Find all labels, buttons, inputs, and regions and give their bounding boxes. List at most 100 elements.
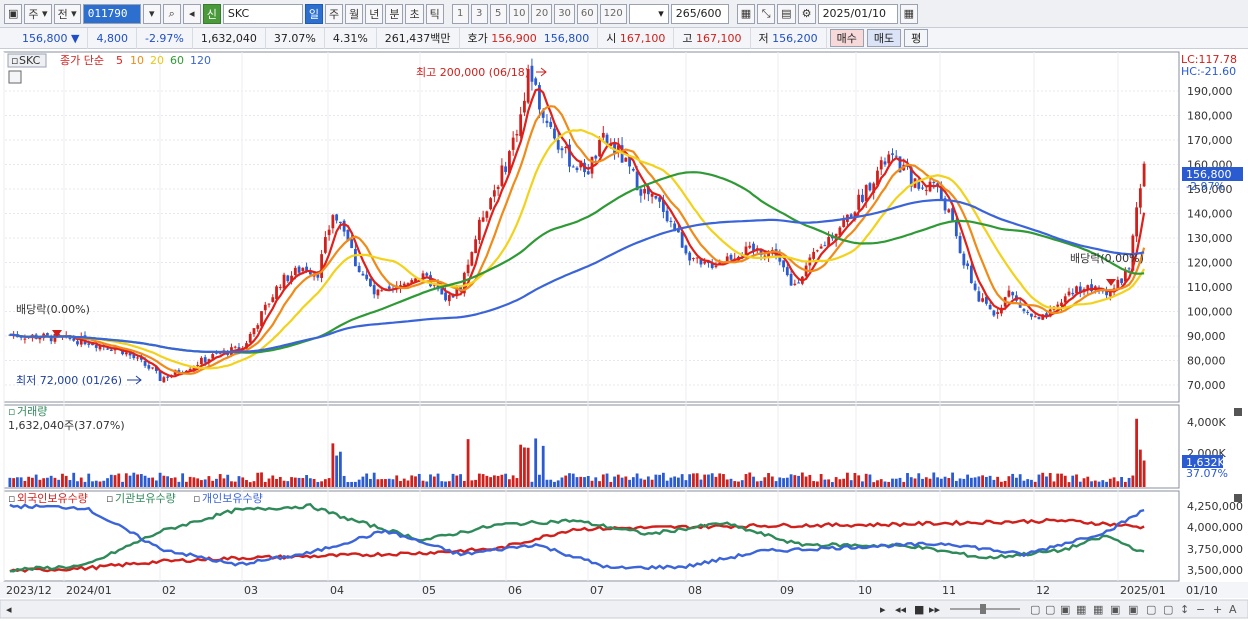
x-axis-label: 05 bbox=[422, 584, 436, 597]
stock-code-input[interactable]: 011790 bbox=[82, 3, 141, 24]
calculator-icon[interactable] bbox=[8, 70, 22, 84]
count-input[interactable]: 265/600 bbox=[670, 3, 729, 24]
volume-bar bbox=[879, 479, 883, 487]
stock-name-field[interactable]: SKC bbox=[222, 3, 303, 24]
volume-bar bbox=[740, 480, 744, 487]
price-y-axis: 190,000180,000170,000160,000150,000140,0… bbox=[1187, 85, 1233, 392]
layout-icon-8[interactable]: ▢ bbox=[1146, 603, 1156, 616]
font-icon[interactable]: A bbox=[1229, 603, 1237, 616]
tab-month[interactable]: 월 bbox=[345, 3, 364, 24]
candle-body bbox=[282, 274, 286, 289]
volume-bar bbox=[365, 473, 369, 487]
candle-body bbox=[492, 190, 496, 197]
window-menu-icon[interactable]: ▣ bbox=[4, 3, 23, 24]
scroll-right-icon[interactable]: ▸ bbox=[880, 603, 886, 616]
volume-bar bbox=[913, 478, 917, 487]
candle-body bbox=[579, 160, 583, 168]
layout-icon-1[interactable]: ▢ bbox=[1030, 603, 1040, 616]
forward-icon[interactable]: ▸▸ bbox=[929, 603, 941, 616]
candle-body bbox=[710, 263, 714, 268]
zoom-in-icon[interactable]: + bbox=[1213, 603, 1222, 616]
volume-bar bbox=[98, 481, 102, 487]
new-badge[interactable]: 신 bbox=[202, 3, 221, 24]
volume-bar bbox=[669, 477, 673, 487]
quote-ask: 호가 156,900 156,800 bbox=[460, 27, 599, 49]
volume-bar bbox=[260, 472, 263, 487]
tab-minute[interactable]: 분 bbox=[385, 3, 404, 24]
volume-bar bbox=[173, 477, 177, 487]
tab-second[interactable]: 초 bbox=[405, 3, 424, 24]
dividend-note-1: 배당락(0.00%) bbox=[16, 303, 90, 316]
tab-day[interactable]: 일 bbox=[304, 3, 323, 24]
chart-type-icon[interactable]: ▦ bbox=[736, 3, 756, 24]
code-dropdown-icon[interactable]: ▾ bbox=[142, 3, 161, 24]
date-input[interactable]: 2025/01/10 bbox=[817, 3, 898, 24]
search-icon[interactable]: ⌕ bbox=[162, 3, 181, 24]
candle-body bbox=[823, 245, 827, 247]
candle-body bbox=[511, 137, 515, 150]
volume-bar bbox=[586, 475, 590, 487]
volume-bar bbox=[834, 477, 838, 487]
layout-icon-9[interactable]: ▢ bbox=[1163, 603, 1173, 616]
volume-bar bbox=[124, 473, 128, 487]
prev-dropdown[interactable]: 전 ▾ bbox=[53, 3, 81, 24]
volume-bar bbox=[271, 475, 275, 487]
layout-icon-5[interactable]: ▦ bbox=[1093, 603, 1103, 616]
sell-button[interactable]: 매도 bbox=[866, 29, 902, 47]
candle-body bbox=[203, 357, 207, 363]
candle-body bbox=[635, 171, 639, 191]
rewind-icon[interactable]: ◂◂ bbox=[895, 603, 907, 616]
symbol-tag[interactable] bbox=[7, 53, 47, 68]
interval-1[interactable]: 1 bbox=[451, 3, 469, 24]
chart-area[interactable]: 190,000180,000170,000160,000150,000140,0… bbox=[0, 49, 1248, 621]
layout-icon-4[interactable]: ▦ bbox=[1076, 603, 1086, 616]
buy-button[interactable]: 매수 bbox=[829, 29, 864, 47]
stop-icon[interactable]: ■ bbox=[914, 603, 924, 616]
interval-30[interactable]: 30 bbox=[554, 3, 575, 24]
interval-3[interactable]: 3 bbox=[470, 3, 488, 24]
eval-button[interactable]: 평 bbox=[904, 29, 929, 47]
interval-120[interactable]: 120 bbox=[599, 3, 627, 24]
tab-week[interactable]: 주 bbox=[324, 3, 344, 24]
interval-60[interactable]: 60 bbox=[576, 3, 598, 24]
high-arrow-icon bbox=[536, 67, 547, 77]
gear-icon[interactable]: ⚙ bbox=[797, 3, 816, 24]
holdings-panel-close-icon[interactable] bbox=[1234, 494, 1242, 502]
custom-interval-select[interactable]: ▾ bbox=[628, 3, 669, 24]
layout-icon-3[interactable]: ▣ bbox=[1060, 603, 1070, 616]
scroll-left-icon[interactable]: ◂ bbox=[6, 603, 12, 616]
interval-20[interactable]: 20 bbox=[531, 3, 553, 24]
candle-body bbox=[286, 275, 290, 282]
crosshair-icon[interactable]: ↕ bbox=[1180, 603, 1189, 616]
x-axis-label: 03 bbox=[244, 584, 258, 597]
candle-body bbox=[864, 185, 868, 202]
candle-body bbox=[556, 139, 560, 150]
candle-body bbox=[658, 197, 662, 202]
tool-icon[interactable]: ⤡ bbox=[757, 3, 776, 24]
volume-bar bbox=[1093, 480, 1097, 487]
layout-icon-6[interactable]: ▣ bbox=[1110, 603, 1120, 616]
speaker-icon[interactable]: ◂ bbox=[182, 3, 201, 24]
layout-icon-2[interactable]: ▢ bbox=[1045, 603, 1055, 616]
interval-5[interactable]: 5 bbox=[489, 3, 507, 24]
save-icon[interactable]: ▤ bbox=[777, 3, 796, 24]
candle-body bbox=[861, 194, 864, 202]
volume-bar bbox=[988, 475, 992, 487]
calendar-icon[interactable]: ▦ bbox=[899, 3, 918, 24]
volume-bar bbox=[1003, 480, 1007, 487]
volume-panel-close-icon[interactable] bbox=[1234, 408, 1242, 416]
zoom-slider-handle[interactable] bbox=[980, 604, 986, 614]
period-dropdown[interactable]: 주 ▾ bbox=[24, 3, 52, 24]
interval-10[interactable]: 10 bbox=[508, 3, 530, 24]
tab-year[interactable]: 년 bbox=[365, 3, 384, 24]
volume-bar bbox=[969, 477, 973, 487]
svg-text:▫: ▫ bbox=[11, 54, 18, 67]
zoom-out-icon[interactable]: − bbox=[1196, 603, 1205, 616]
candle-body bbox=[1120, 278, 1123, 284]
layout-icon-7[interactable]: ▣ bbox=[1128, 603, 1138, 616]
candle-body bbox=[196, 365, 200, 367]
volume-bar bbox=[511, 475, 515, 487]
volume-bar bbox=[631, 477, 635, 487]
price-y-tick: 90,000 bbox=[1187, 330, 1226, 343]
tab-tick[interactable]: 틱 bbox=[425, 3, 444, 24]
